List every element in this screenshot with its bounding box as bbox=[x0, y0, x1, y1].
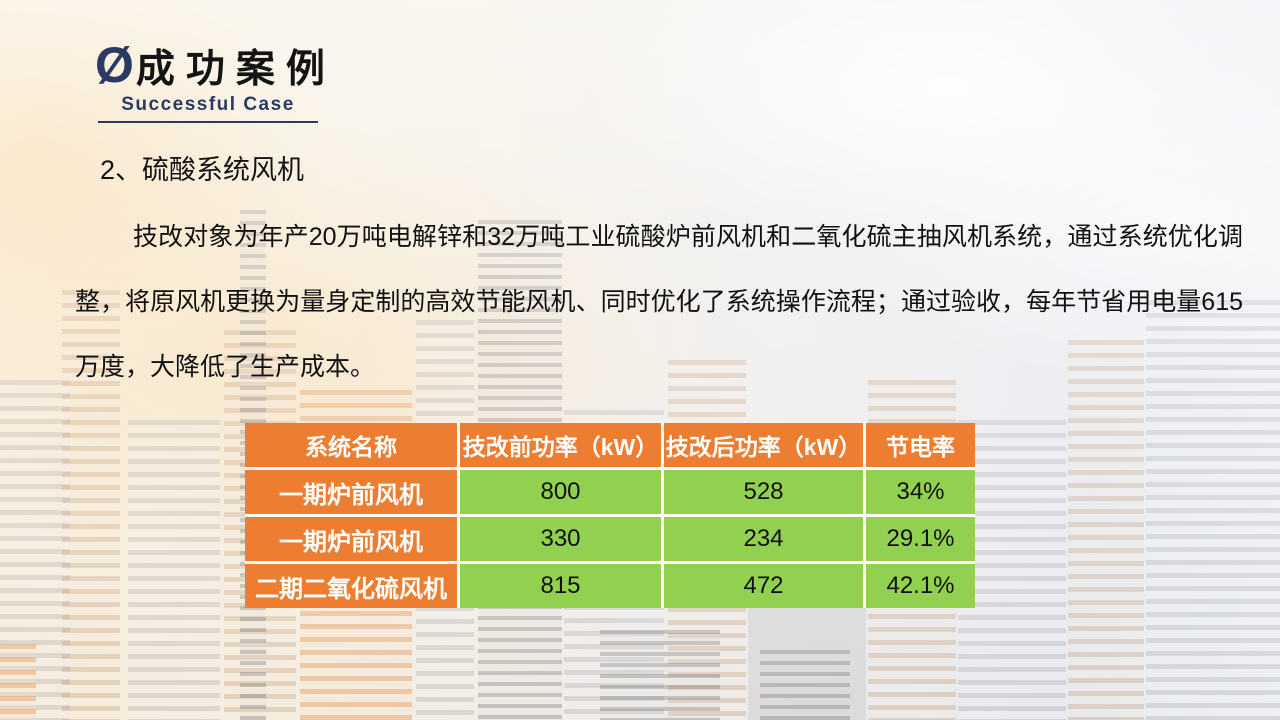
table-cell: 二期二氧化硫风机 bbox=[245, 564, 457, 608]
table-header-cell: 技改前功率（kW） bbox=[460, 423, 661, 467]
results-table: 系统名称 技改前功率（kW） 技改后功率（kW） 节电率 一期炉前风机 800 … bbox=[245, 423, 975, 608]
subtitle-box: Successful Case bbox=[98, 94, 318, 116]
body-paragraph: 技改对象为年产20万吨电解锌和32万吨工业硫酸炉前风机和二氧化硫主抽风机系统，通… bbox=[75, 223, 1243, 381]
table-cell: 34% bbox=[866, 470, 975, 514]
title-bullet-icon: Ø bbox=[95, 37, 134, 93]
table-cell: 29.1% bbox=[866, 517, 975, 561]
table-cell: 472 bbox=[664, 564, 863, 608]
page-subtitle: Successful Case bbox=[121, 94, 295, 115]
table-cell: 一期炉前风机 bbox=[245, 470, 457, 514]
title-underline bbox=[98, 121, 318, 123]
table-cell: 528 bbox=[664, 470, 863, 514]
table-cell: 一期炉前风机 bbox=[245, 517, 457, 561]
page-title: 成功案例 bbox=[135, 48, 336, 91]
table-header-cell: 系统名称 bbox=[245, 423, 457, 467]
table-cell: 800 bbox=[460, 470, 661, 514]
table-cell: 815 bbox=[460, 564, 661, 608]
section-heading: 2、硫酸系统风机 bbox=[100, 155, 305, 185]
table-header-cell: 节电率 bbox=[866, 423, 975, 467]
table-cell: 42.1% bbox=[866, 564, 975, 608]
title-block: Ø 成功案例 bbox=[95, 40, 336, 90]
table-cell: 330 bbox=[460, 517, 661, 561]
table-cell: 234 bbox=[664, 517, 863, 561]
table-header-cell: 技改后功率（kW） bbox=[664, 423, 863, 467]
